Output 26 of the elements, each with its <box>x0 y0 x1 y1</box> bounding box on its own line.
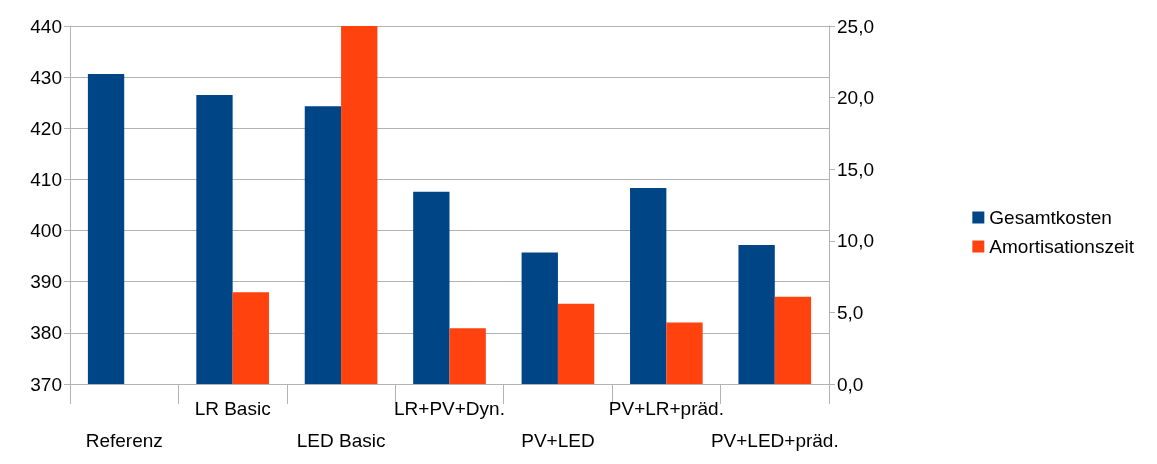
y2-tick-label: 15,0 <box>837 158 874 180</box>
y-tick-label: 420 <box>30 117 62 139</box>
y-tick-label: 430 <box>30 66 62 88</box>
x-tick-label: Referenz <box>85 429 163 451</box>
y2-tick-label: 25,0 <box>837 15 874 37</box>
y-tick-label: 390 <box>30 271 62 293</box>
x-tick-label: LR Basic <box>194 397 271 419</box>
bar <box>666 322 703 384</box>
x-tick-label: LED Basic <box>296 429 386 451</box>
y2-tick-label: 10,0 <box>837 230 874 252</box>
y2-tick-label: 20,0 <box>837 87 874 109</box>
legend-label: Amortisationszeit <box>989 236 1135 257</box>
x-tick-label: LR+PV+Dyn. <box>394 397 505 419</box>
y-tick-label: 440 <box>30 15 62 37</box>
x-tick-label: PV+LR+präd. <box>608 397 724 419</box>
y2-tick-label: 5,0 <box>837 301 864 323</box>
bar <box>232 292 269 384</box>
x-tick-label: PV+LED <box>521 429 595 451</box>
y-tick-label: 380 <box>30 322 62 344</box>
y-tick-label: 410 <box>30 168 62 190</box>
x-tick-label: PV+LED+präd. <box>710 429 839 451</box>
y2-tick-label: 0,0 <box>837 373 864 395</box>
legend-label: Gesamtkosten <box>989 207 1112 228</box>
y-tick-label: 400 <box>30 220 62 242</box>
bar <box>449 328 486 384</box>
y-tick-label: 370 <box>30 373 62 395</box>
